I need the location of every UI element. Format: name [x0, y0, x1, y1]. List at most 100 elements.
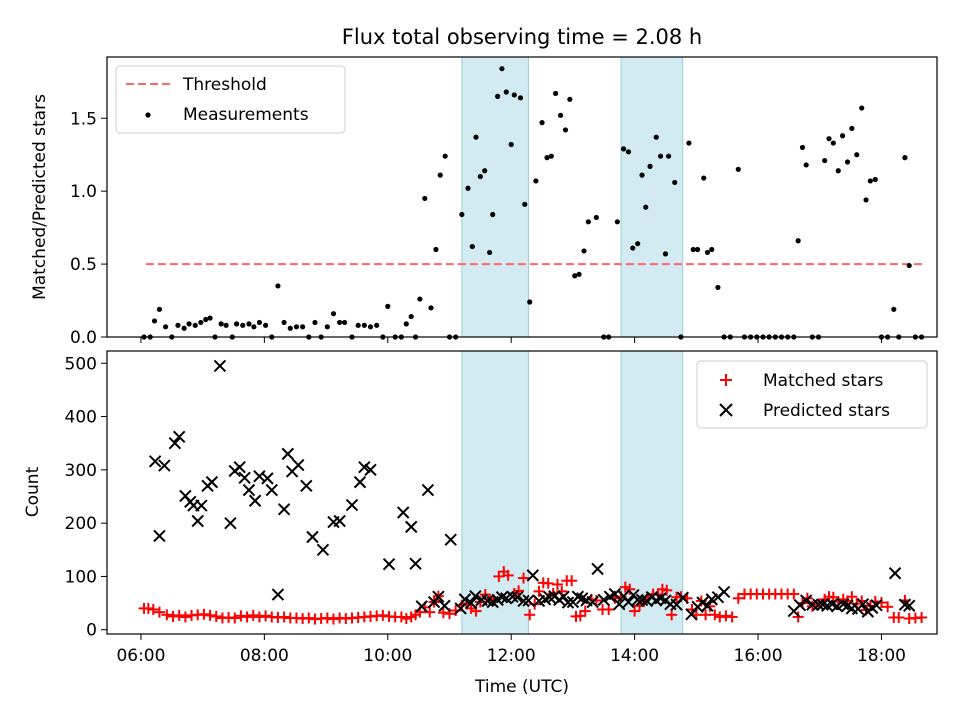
predicted-x-b — [364, 463, 377, 477]
measurement-point — [459, 211, 465, 218]
measurement-point — [906, 262, 912, 269]
predicted-x-b — [825, 597, 839, 611]
measurement-point — [539, 120, 545, 126]
matched-star-point — [502, 569, 514, 581]
measurement-point — [490, 211, 496, 218]
matched-star-point — [732, 592, 744, 604]
measurement-point — [312, 319, 318, 326]
predicted-star-point — [191, 514, 204, 528]
predicted-x-b — [233, 460, 246, 474]
matched-star-point — [542, 577, 554, 589]
measurement-point — [495, 93, 501, 99]
matched-star-point — [424, 606, 436, 618]
predicted-star-point — [409, 557, 422, 570]
predicted-x-b — [522, 594, 535, 607]
matched-star-point — [726, 611, 738, 623]
measurement-point — [715, 284, 721, 291]
y-tick-label: 1.0 — [70, 182, 97, 202]
predicted-x-b — [213, 359, 227, 373]
y-tick-label: 500 — [65, 354, 97, 374]
measurement-point — [374, 322, 380, 328]
predicted-star-point — [364, 463, 377, 477]
measurement-point — [433, 246, 439, 253]
predicted-star-point — [158, 459, 171, 472]
predicted-star-point — [622, 595, 635, 609]
matched-star-point — [792, 611, 804, 623]
predicted-star-point — [495, 591, 509, 604]
measurement-point — [198, 319, 204, 326]
measurement-point — [163, 324, 169, 330]
matched-star-point — [253, 611, 265, 623]
measurement-point — [181, 325, 187, 331]
predicted-x-b — [292, 458, 305, 472]
measurement-point — [262, 322, 269, 328]
measurement-point — [826, 136, 832, 142]
measurement-point — [735, 166, 741, 172]
measurement-point — [246, 321, 252, 327]
matched-star-point — [198, 608, 210, 620]
predicted-x-b — [438, 599, 451, 612]
y-tick-label: 400 — [65, 408, 97, 428]
measurement-point — [567, 96, 573, 102]
predicted-x-b — [421, 483, 435, 497]
predicted-star-point — [153, 529, 166, 543]
legend-measurements-label: Measurements — [183, 105, 309, 125]
predicted-x-b — [261, 472, 274, 485]
x-tick-label: 10:00 — [363, 646, 412, 666]
matched-star-point — [167, 610, 179, 622]
chart-title: Flux total observing time = 2.08 h — [342, 25, 702, 49]
y-axis-label-top: Matched/Predicted stars — [30, 94, 50, 300]
measurement-point — [630, 245, 636, 251]
measurement-point — [186, 321, 192, 327]
measurement-point — [620, 146, 627, 152]
measurement-point — [256, 319, 263, 326]
matched-star-point — [142, 602, 154, 614]
predicted-star-point — [903, 599, 916, 612]
measurement-point — [503, 89, 509, 95]
legend-threshold-label: Threshold — [182, 75, 267, 95]
predicted-x-b — [281, 447, 295, 461]
measurement-point — [473, 134, 479, 140]
measurement-point — [635, 241, 641, 247]
measurement-point — [686, 140, 692, 146]
measurement-point — [562, 127, 569, 133]
predicted-star-point — [265, 483, 278, 497]
predicted-x-b — [444, 533, 457, 546]
predicted-x-b — [575, 592, 589, 605]
observing-window-2 — [620, 350, 684, 635]
measurement-point — [417, 296, 423, 302]
predicted-x-b — [316, 543, 330, 556]
measurement-point — [330, 311, 337, 317]
predicted-x-b — [265, 483, 278, 497]
matched-star-point — [241, 611, 253, 623]
measurement-points — [141, 66, 925, 340]
measurement-point — [533, 178, 539, 184]
measurement-point — [647, 163, 653, 169]
predicted-star-point — [405, 520, 418, 534]
predicted-x-b — [654, 592, 667, 605]
predicted-star-point — [799, 594, 813, 607]
predicted-x-b — [242, 483, 256, 497]
predicted-x-b — [495, 591, 509, 604]
legend-predicted-swatch — [719, 403, 733, 417]
measurement-point — [690, 246, 696, 253]
predicted-x-b — [841, 599, 854, 612]
predicted-x-b — [701, 599, 714, 612]
predicted-star-point — [856, 597, 870, 611]
measurement-point — [891, 306, 897, 312]
predicted-x-b — [238, 471, 251, 485]
predicted-x-b — [253, 470, 266, 483]
matched-star-point — [666, 609, 678, 621]
measurement-point — [487, 249, 493, 256]
predicted-star-point — [345, 498, 359, 512]
matched-star-point — [377, 609, 389, 621]
matched-star-point — [551, 578, 563, 590]
matched-star-point — [147, 603, 159, 615]
measurement-point — [403, 321, 409, 327]
measurement-point — [625, 149, 632, 155]
predicted-x-b — [469, 589, 482, 603]
measurement-point — [175, 322, 181, 328]
predicted-x-b — [148, 455, 162, 468]
predicted-star-point — [382, 557, 396, 571]
